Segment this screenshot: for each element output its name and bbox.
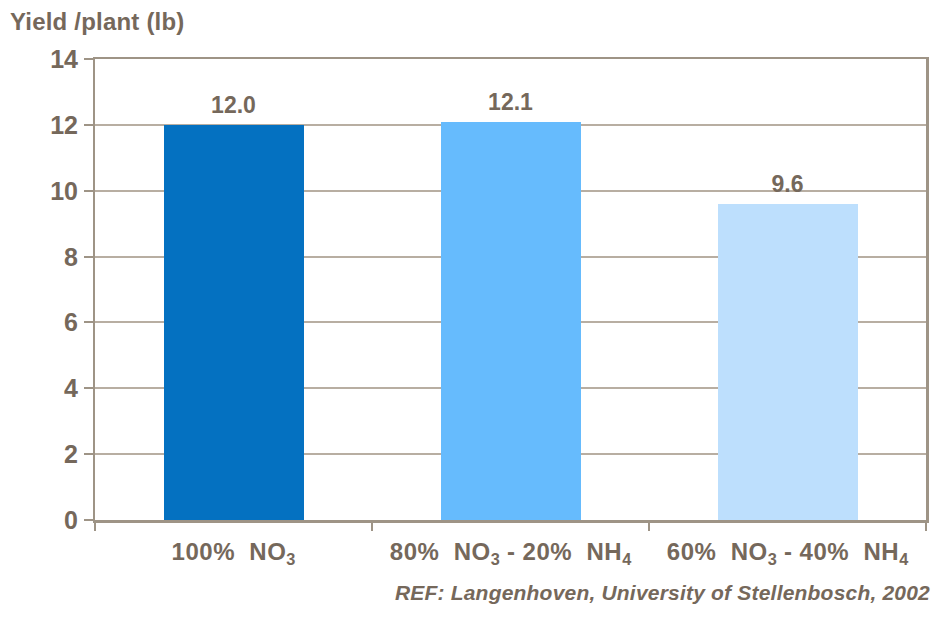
bar-value-label: 9.6 xyxy=(713,171,863,198)
label-text: - 40% NH xyxy=(777,538,899,565)
y-axis-tick xyxy=(84,321,93,323)
y-tick-label: 6 xyxy=(0,309,78,335)
label-text: 100% NO xyxy=(172,538,287,565)
y-axis-tick xyxy=(84,124,93,126)
reference-note: REF: Langenhoven, University of Stellenb… xyxy=(395,581,930,605)
y-tick-label: 10 xyxy=(0,178,78,204)
y-axis-tick xyxy=(84,387,93,389)
subscript: 3 xyxy=(491,550,500,568)
y-axis-labels: 02468101214 xyxy=(0,57,78,523)
y-axis-tick xyxy=(84,256,93,258)
subscript: 3 xyxy=(768,550,777,568)
label-text: 80% NO xyxy=(390,538,491,565)
label-text: - 20% NH xyxy=(500,538,622,565)
x-axis-tick xyxy=(94,523,96,531)
bar xyxy=(441,122,581,520)
y-tick-label: 0 xyxy=(0,507,78,533)
y-tick-label: 8 xyxy=(0,244,78,270)
y-tick-label: 14 xyxy=(0,46,78,72)
subscript: 4 xyxy=(899,550,908,568)
y-axis-tick xyxy=(84,190,93,192)
chart-title: Yield /plant (lb) xyxy=(10,8,185,36)
y-axis-tick xyxy=(84,58,93,60)
bar-value-label: 12.1 xyxy=(436,89,586,116)
x-axis-tick xyxy=(371,523,373,531)
bar-value-label: 12.0 xyxy=(159,92,309,119)
x-category-label: 60% NO3 - 40% NH4 xyxy=(623,538,948,566)
plot-area: 12.0 12.1 9.6 xyxy=(93,57,929,523)
y-axis-tick xyxy=(84,453,93,455)
y-tick-label: 2 xyxy=(0,441,78,467)
label-text: 60% NO xyxy=(667,538,768,565)
y-tick-label: 12 xyxy=(0,112,78,138)
subscript: 3 xyxy=(286,550,295,568)
x-axis-tick xyxy=(925,523,927,531)
x-axis-labels: 100% NO380% NO3 - 20% NH460% NO3 - 40% N… xyxy=(95,538,926,574)
bar xyxy=(164,125,304,520)
x-axis-tick xyxy=(648,523,650,531)
y-tick-label: 4 xyxy=(0,375,78,401)
y-axis-tick xyxy=(84,519,93,521)
bar xyxy=(718,204,858,520)
bar-chart: Yield /plant (lb) 0 2 4 6 8 10 12 14 12.0 12.1 9.… xyxy=(0,0,948,617)
